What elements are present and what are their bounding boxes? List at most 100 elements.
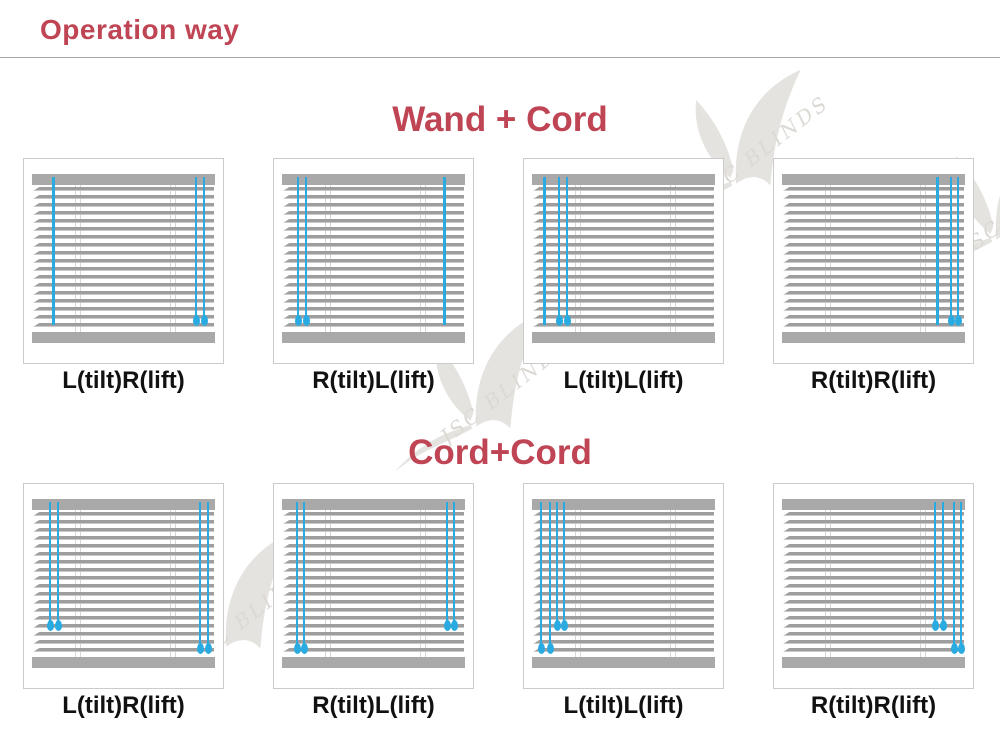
bottomrail — [282, 657, 465, 668]
blind-slat — [33, 187, 214, 191]
blind-figure: R(tilt)L(lift) — [273, 483, 474, 719]
bottomrail — [32, 332, 215, 343]
blind-label: R(tilt)R(lift) — [810, 367, 937, 394]
blind-slat — [283, 560, 464, 564]
blind-slat — [33, 592, 214, 596]
cord-tassel — [947, 315, 955, 326]
cord-tassel — [553, 620, 561, 631]
cord-tassel — [546, 643, 554, 654]
blind-slat — [783, 235, 964, 239]
blind-slat — [283, 592, 464, 596]
lift-cord — [296, 502, 298, 649]
blind-slat — [283, 568, 464, 572]
lift-cord — [303, 502, 305, 649]
blind-diagram — [773, 158, 974, 364]
blind-slat — [283, 259, 464, 263]
blind-slat — [783, 624, 964, 628]
blind-graphic — [774, 159, 973, 363]
blind-slat — [533, 544, 714, 548]
blind-figure: L(tilt)R(lift) — [23, 158, 224, 394]
tilt-wand — [442, 177, 446, 325]
blind-slat — [33, 299, 214, 303]
lift-cord — [297, 177, 299, 321]
blind-slat — [33, 568, 214, 572]
blind-slat — [783, 323, 964, 327]
cord-tassel — [957, 643, 965, 654]
lift-cord — [953, 502, 955, 649]
cord-tassel — [950, 643, 958, 654]
lift-cord — [199, 502, 201, 649]
blind-slat — [33, 323, 214, 327]
blind-slat — [533, 592, 714, 596]
blind-slat — [783, 315, 964, 319]
blind-slat — [783, 552, 964, 556]
blind-slat — [283, 536, 464, 540]
tilt-wand — [51, 177, 55, 325]
blind-figure: L(tilt)L(lift) — [523, 158, 724, 394]
headrail — [32, 174, 215, 185]
blind-slat — [33, 640, 214, 644]
blind-slat — [533, 291, 714, 295]
cord-tassel — [555, 315, 563, 326]
lift-cord — [305, 177, 307, 321]
blind-slat — [33, 512, 214, 516]
blind-slat — [283, 520, 464, 524]
blind-figure: L(tilt)R(lift) — [23, 483, 224, 719]
blind-slat — [283, 616, 464, 620]
blind-slat — [283, 576, 464, 580]
blind-slat — [783, 259, 964, 263]
blind-slat — [283, 243, 464, 247]
blind-slat — [533, 584, 714, 588]
blind-slat — [283, 187, 464, 191]
blind-slat — [783, 243, 964, 247]
blind-graphic — [24, 159, 223, 363]
blind-slat — [533, 251, 714, 255]
blind-diagram — [523, 158, 724, 364]
cord-tassel — [293, 643, 301, 654]
blind-label: L(tilt)R(lift) — [62, 367, 185, 394]
blind-slat — [783, 211, 964, 215]
lift-cord — [566, 177, 568, 321]
blind-slat — [533, 307, 714, 311]
blind-slat — [283, 275, 464, 279]
cord-tassel — [196, 643, 204, 654]
blind-slat — [533, 235, 714, 239]
blind-slat — [33, 291, 214, 295]
lift-cord — [957, 177, 959, 321]
cord-tassel — [560, 620, 568, 631]
blind-slat — [33, 560, 214, 564]
tilt-cord — [453, 502, 455, 626]
blind-slat — [533, 203, 714, 207]
blind-slat — [283, 195, 464, 199]
blind-slat — [33, 536, 214, 540]
blind-slat — [33, 608, 214, 612]
blind-slat — [783, 576, 964, 580]
blind-slat — [33, 251, 214, 255]
blind-graphic — [274, 484, 473, 688]
section-heading-wand-cord: Wand + Cord — [392, 100, 608, 139]
blind-slat — [33, 243, 214, 247]
blind-slat — [783, 520, 964, 524]
blind-graphic — [524, 484, 723, 688]
blind-figure: R(tilt)L(lift) — [273, 158, 474, 394]
blind-slat — [783, 568, 964, 572]
lift-cord — [203, 177, 205, 321]
blind-slat — [283, 552, 464, 556]
blind-slat — [783, 512, 964, 516]
blind-slat — [533, 640, 714, 644]
blind-diagram — [23, 158, 224, 364]
blind-slat — [33, 648, 214, 652]
blind-graphic — [274, 159, 473, 363]
blind-slat — [783, 203, 964, 207]
blind-label: R(tilt)R(lift) — [810, 692, 937, 719]
blind-slat — [33, 275, 214, 279]
tilt-cord — [563, 502, 565, 626]
blind-slat — [533, 211, 714, 215]
blind-slat — [33, 203, 214, 207]
cord-tassel — [931, 620, 939, 631]
blind-slat — [783, 632, 964, 636]
blind-slat — [533, 275, 714, 279]
tilt-cord — [446, 502, 448, 626]
blind-diagram — [273, 158, 474, 364]
lift-cord — [207, 502, 209, 649]
